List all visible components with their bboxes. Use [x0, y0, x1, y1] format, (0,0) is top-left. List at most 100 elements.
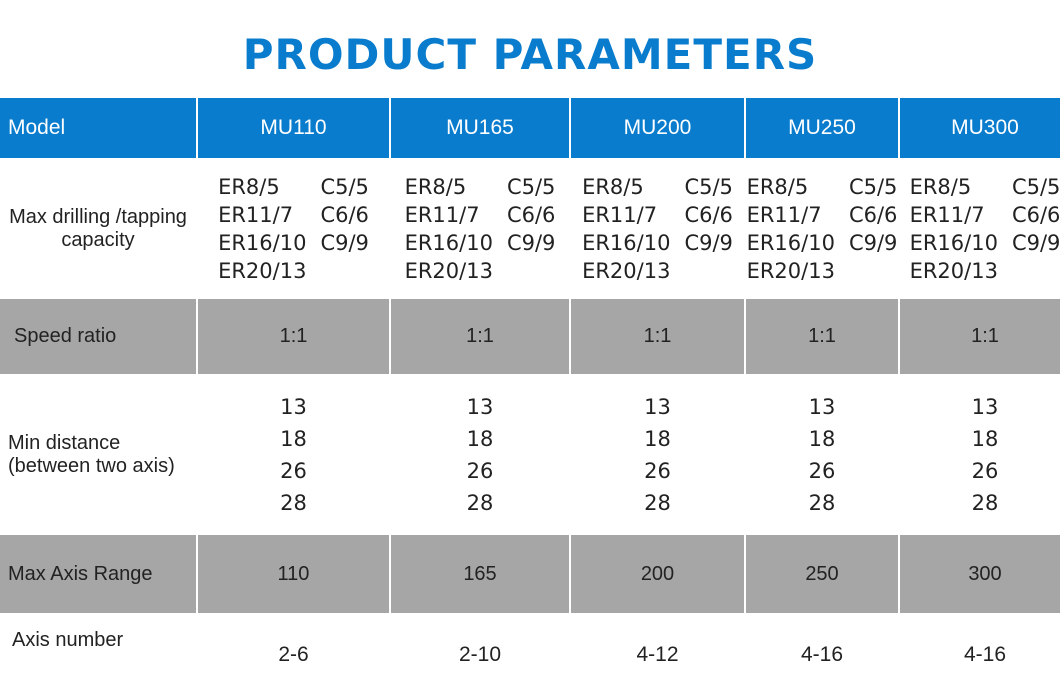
speed-ratio-label: Speed ratio: [0, 299, 196, 374]
capacity-value: ER8/5: [218, 174, 280, 199]
capacity-label-line2: capacity: [61, 228, 135, 251]
max-axis-range-value: 200: [571, 535, 744, 613]
min-distance-value: 13: [971, 394, 999, 419]
capacity-value: ER8/5: [582, 174, 644, 199]
min-distance-value: 13: [280, 394, 307, 419]
max-axis-range-value: 300: [900, 535, 1060, 613]
header-model-mu110: MU110: [198, 98, 389, 158]
parameters-table: Model MU110 MU165 MU200 MU250 MU300 Max …: [0, 98, 1060, 695]
min-distance-label-line2: (between two axis): [8, 454, 175, 477]
min-distance-cell: 13 18 26 28: [198, 376, 389, 533]
capacity-value: [320, 259, 368, 283]
capacity-value: [507, 259, 555, 283]
capacity-value: [849, 259, 897, 283]
min-distance-value: 13: [808, 394, 836, 419]
min-distance-value: 28: [971, 490, 999, 515]
capacity-value: ER20/13: [218, 258, 307, 283]
speed-ratio-value: 1:1: [571, 299, 744, 374]
min-distance-value: 13: [644, 394, 671, 419]
min-distance-value: 26: [280, 458, 307, 483]
capacity-value: C6/6: [848, 202, 898, 227]
capacity-value: ER8/5: [404, 174, 467, 199]
header-model-label: Model: [0, 98, 196, 158]
min-distance-cell: 13 18 26 28: [900, 376, 1060, 533]
min-distance-cell: 13 18 26 28: [746, 376, 898, 533]
capacity-value: ER11/7: [582, 202, 658, 227]
capacity-value: ER11/7: [218, 202, 294, 227]
min-distance-value: 28: [280, 490, 307, 515]
min-distance-value: 18: [280, 426, 307, 451]
capacity-cell: ER8/5 C5/5 ER11/7 C6/6 ER16/10 C9/9 ER20…: [900, 160, 1060, 297]
capacity-cell: ER8/5 C5/5 ER11/7 C6/6 ER16/10 C9/9 ER20…: [571, 160, 744, 297]
header-model-mu250: MU250: [746, 98, 898, 158]
header-model-mu165: MU165: [391, 98, 569, 158]
capacity-value: ER20/13: [909, 258, 998, 283]
axis-number-value: 4-12: [571, 615, 744, 695]
capacity-value: ER11/7: [404, 202, 480, 227]
capacity-value: ER20/13: [746, 258, 835, 283]
capacity-value: ER8/5: [746, 174, 809, 199]
capacity-value: ER20/13: [582, 258, 671, 283]
capacity-value: C9/9: [848, 230, 898, 255]
min-distance-value: 18: [808, 426, 836, 451]
capacity-value: C6/6: [684, 202, 733, 227]
capacity-value: C6/6: [1011, 202, 1060, 227]
capacity-cell: ER8/5 C5/5 ER11/7 C6/6 ER16/10 C9/9 ER20…: [198, 160, 389, 297]
capacity-cell: ER8/5 C5/5 ER11/7 C6/6 ER16/10 C9/9 ER20…: [746, 160, 898, 297]
capacity-cell: ER8/5 C5/5 ER11/7 C6/6 ER16/10 C9/9 ER20…: [391, 160, 569, 297]
min-distance-value: 18: [971, 426, 999, 451]
capacity-value: [1012, 259, 1060, 283]
speed-ratio-value: 1:1: [746, 299, 898, 374]
speed-ratio-value: 1:1: [900, 299, 1060, 374]
capacity-value: C5/5: [506, 174, 556, 199]
capacity-value: ER16/10: [582, 230, 671, 255]
capacity-value: [684, 259, 732, 283]
capacity-value: C9/9: [1011, 230, 1060, 255]
capacity-value: ER11/7: [909, 202, 985, 227]
min-distance-value: 28: [808, 490, 836, 515]
capacity-value: ER8/5: [909, 174, 972, 199]
min-distance-label: Min distance (between two axis): [0, 376, 196, 533]
capacity-value: C6/6: [506, 202, 556, 227]
min-distance-cell: 13 18 26 28: [571, 376, 744, 533]
axis-number-label: Axis number: [0, 615, 196, 695]
capacity-value: ER16/10: [218, 230, 307, 255]
header-model-mu300: MU300: [900, 98, 1060, 158]
capacity-value: C9/9: [320, 230, 369, 255]
min-distance-value: 18: [644, 426, 671, 451]
min-distance-value: 26: [971, 458, 999, 483]
min-distance-value: 13: [466, 394, 494, 419]
min-distance-label-line1: Min distance: [8, 431, 121, 454]
min-distance-value: 26: [808, 458, 836, 483]
capacity-value: ER16/10: [746, 230, 835, 255]
max-axis-range-value: 250: [746, 535, 898, 613]
axis-number-value: 2-6: [198, 615, 389, 695]
min-distance-value: 26: [466, 458, 494, 483]
max-axis-range-value: 165: [391, 535, 569, 613]
header-model-mu200: MU200: [571, 98, 744, 158]
max-axis-range-value: 110: [198, 535, 389, 613]
capacity-value: ER20/13: [404, 258, 493, 283]
axis-number-value: 2-10: [391, 615, 569, 695]
capacity-value: C5/5: [320, 174, 369, 199]
capacity-value: ER11/7: [746, 202, 822, 227]
capacity-value: C9/9: [506, 230, 556, 255]
speed-ratio-value: 1:1: [198, 299, 389, 374]
capacity-value: C5/5: [684, 174, 733, 199]
speed-ratio-value: 1:1: [391, 299, 569, 374]
capacity-value: ER16/10: [404, 230, 493, 255]
capacity-row-label: Max drilling /tapping capacity: [0, 160, 196, 297]
min-distance-value: 28: [644, 490, 671, 515]
page-title: PRODUCT PARAMETERS: [242, 30, 818, 79]
min-distance-value: 28: [466, 490, 494, 515]
axis-number-value: 4-16: [746, 615, 898, 695]
min-distance-value: 26: [644, 458, 671, 483]
capacity-value: C9/9: [684, 230, 733, 255]
capacity-value: C5/5: [1011, 174, 1060, 199]
capacity-value: ER16/10: [909, 230, 998, 255]
capacity-value: C6/6: [320, 202, 369, 227]
axis-number-value: 4-16: [900, 615, 1060, 695]
min-distance-value: 18: [466, 426, 494, 451]
min-distance-cell: 13 18 26 28: [391, 376, 569, 533]
capacity-value: C5/5: [848, 174, 898, 199]
